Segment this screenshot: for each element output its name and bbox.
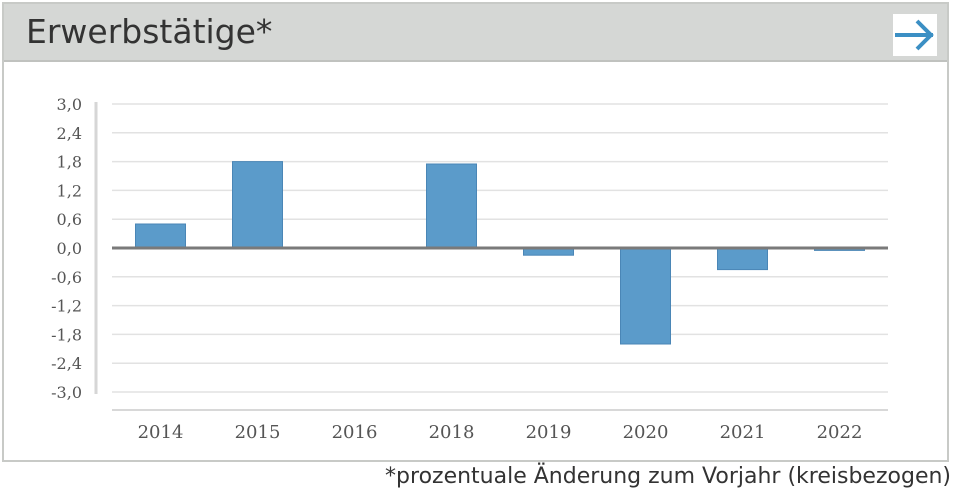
y-tick-label: -1,8 bbox=[51, 325, 82, 344]
panel-header: Erwerbstätige* bbox=[4, 4, 947, 62]
bar bbox=[426, 163, 477, 249]
x-tick-label: 2016 bbox=[332, 422, 378, 443]
panel-title: Erwerbstätige* bbox=[26, 12, 273, 51]
chart-panel: Erwerbstätige* 3,0 2,4 1,8 1,2 0,6 0,0 -0,6 -1,… bbox=[2, 2, 949, 462]
bar bbox=[717, 247, 768, 271]
y-tick-label: -1,2 bbox=[51, 297, 82, 316]
y-tick-label: -0,6 bbox=[51, 268, 82, 287]
y-tick-label: 0,6 bbox=[57, 210, 82, 229]
bar bbox=[135, 223, 186, 249]
x-tick-label: 2021 bbox=[720, 422, 766, 443]
y-tick-label: -3,0 bbox=[51, 383, 82, 402]
y-tick-label: 3,0 bbox=[57, 95, 82, 114]
bar bbox=[232, 161, 283, 249]
arrow-right-icon bbox=[895, 19, 934, 51]
bar bbox=[620, 247, 671, 345]
x-tick-label: 2014 bbox=[138, 422, 184, 443]
footnote: *prozentuale Änderung zum Vorjahr (kreis… bbox=[385, 464, 951, 489]
arrow-right-button[interactable] bbox=[893, 14, 937, 56]
x-tick-label: 2015 bbox=[235, 422, 281, 443]
y-tick-label: 1,8 bbox=[57, 153, 82, 172]
x-tick-label: 2020 bbox=[623, 422, 669, 443]
y-tick-label: 1,2 bbox=[57, 181, 82, 200]
x-tick-label: 2019 bbox=[526, 422, 572, 443]
y-tick-label: -2,4 bbox=[51, 354, 82, 373]
bar-chart: 3,0 2,4 1,8 1,2 0,6 0,0 -0,6 -1,2 -1,8 -2,4 -3,0 20… bbox=[51, 95, 888, 443]
y-tick-label: 2,4 bbox=[57, 124, 82, 143]
y-tick-label: 0,0 bbox=[57, 239, 82, 258]
x-tick-label: 2022 bbox=[817, 422, 863, 443]
x-tick-label: 2018 bbox=[429, 422, 475, 443]
